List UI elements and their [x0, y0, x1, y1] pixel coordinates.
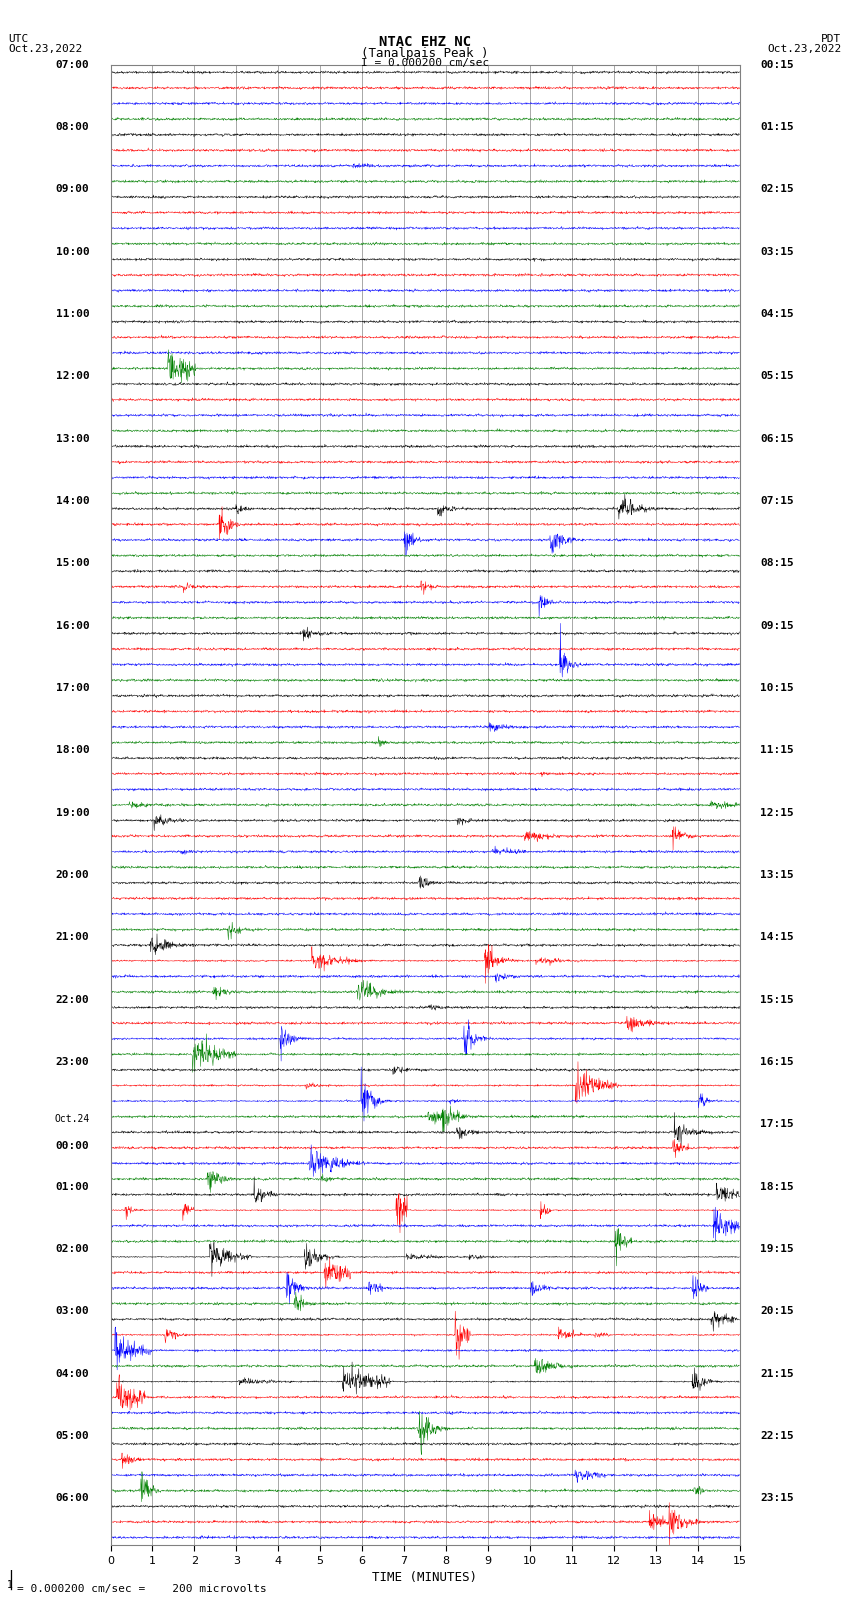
Text: 12:15: 12:15: [761, 808, 794, 818]
Text: 17:15: 17:15: [761, 1119, 794, 1129]
Text: ▏: ▏: [10, 1569, 20, 1590]
Text: 00:15: 00:15: [761, 60, 794, 69]
Text: 06:15: 06:15: [761, 434, 794, 444]
Text: 07:15: 07:15: [761, 495, 794, 506]
Text: = 0.000200 cm/sec =    200 microvolts: = 0.000200 cm/sec = 200 microvolts: [17, 1584, 267, 1594]
Text: 11:15: 11:15: [761, 745, 794, 755]
Text: 10:15: 10:15: [761, 682, 794, 694]
Text: 15:15: 15:15: [761, 995, 794, 1005]
Text: 23:00: 23:00: [56, 1057, 89, 1068]
Text: 21:15: 21:15: [761, 1369, 794, 1379]
Text: Oct.23,2022: Oct.23,2022: [8, 44, 82, 53]
Text: PDT: PDT: [821, 34, 842, 44]
Text: 03:00: 03:00: [56, 1307, 89, 1316]
Text: 16:00: 16:00: [56, 621, 89, 631]
Text: 06:00: 06:00: [56, 1494, 89, 1503]
Text: 00:00: 00:00: [56, 1140, 89, 1150]
Text: 20:00: 20:00: [56, 869, 89, 881]
Text: 08:15: 08:15: [761, 558, 794, 568]
Text: 23:15: 23:15: [761, 1494, 794, 1503]
Text: 09:00: 09:00: [56, 184, 89, 194]
Text: NTAC EHZ NC: NTAC EHZ NC: [379, 35, 471, 50]
Text: Oct.23,2022: Oct.23,2022: [768, 44, 842, 53]
Text: 05:00: 05:00: [56, 1431, 89, 1440]
Text: 22:00: 22:00: [56, 995, 89, 1005]
Text: 22:15: 22:15: [761, 1431, 794, 1440]
Text: UTC: UTC: [8, 34, 29, 44]
Text: 03:15: 03:15: [761, 247, 794, 256]
Text: 16:15: 16:15: [761, 1057, 794, 1068]
Text: 13:00: 13:00: [56, 434, 89, 444]
Text: 21:00: 21:00: [56, 932, 89, 942]
Text: Oct.24: Oct.24: [54, 1113, 89, 1124]
Text: 18:15: 18:15: [761, 1182, 794, 1192]
Text: 05:15: 05:15: [761, 371, 794, 381]
Text: 09:15: 09:15: [761, 621, 794, 631]
Text: 04:00: 04:00: [56, 1369, 89, 1379]
Text: 08:00: 08:00: [56, 123, 89, 132]
Text: 14:15: 14:15: [761, 932, 794, 942]
Text: 19:15: 19:15: [761, 1244, 794, 1253]
Text: 04:15: 04:15: [761, 310, 794, 319]
Text: 1: 1: [7, 1581, 13, 1590]
Text: 02:00: 02:00: [56, 1244, 89, 1253]
Text: (Tanalpais Peak ): (Tanalpais Peak ): [361, 47, 489, 60]
Text: 02:15: 02:15: [761, 184, 794, 194]
X-axis label: TIME (MINUTES): TIME (MINUTES): [372, 1571, 478, 1584]
Text: 01:00: 01:00: [56, 1182, 89, 1192]
Text: 17:00: 17:00: [56, 682, 89, 694]
Text: 13:15: 13:15: [761, 869, 794, 881]
Text: 14:00: 14:00: [56, 495, 89, 506]
Text: 01:15: 01:15: [761, 123, 794, 132]
Text: 19:00: 19:00: [56, 808, 89, 818]
Text: 11:00: 11:00: [56, 310, 89, 319]
Text: 07:00: 07:00: [56, 60, 89, 69]
Text: 20:15: 20:15: [761, 1307, 794, 1316]
Text: 10:00: 10:00: [56, 247, 89, 256]
Text: 12:00: 12:00: [56, 371, 89, 381]
Text: 18:00: 18:00: [56, 745, 89, 755]
Text: I = 0.000200 cm/sec: I = 0.000200 cm/sec: [361, 58, 489, 68]
Text: 15:00: 15:00: [56, 558, 89, 568]
